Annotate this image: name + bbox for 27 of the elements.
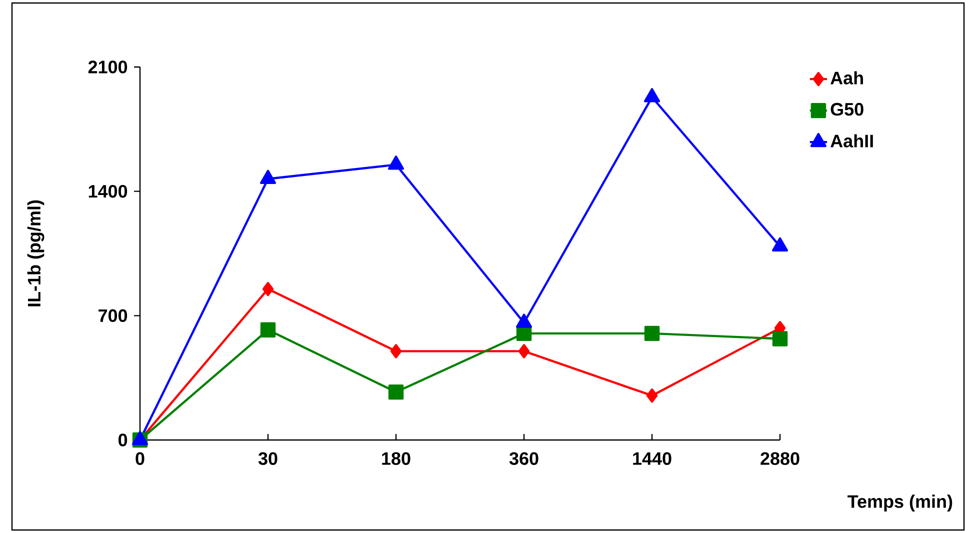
point — [518, 344, 530, 358]
y-tick-label: 0 — [118, 434, 128, 446]
point — [772, 331, 788, 346]
legend-label: Aah — [830, 71, 863, 84]
x-tick-label: 0 — [136, 452, 144, 465]
legend-label: G50 — [830, 102, 864, 116]
x-tick-label: 30 — [258, 452, 278, 465]
point — [388, 384, 404, 400]
point — [260, 170, 276, 184]
point — [646, 388, 658, 403]
point — [644, 326, 660, 342]
y-axis-title: IL-1b (pg/ml) — [27, 200, 44, 306]
point — [772, 237, 788, 252]
y-tick-label: 2100 — [88, 60, 128, 74]
x-tick-label: 1440 — [633, 452, 672, 465]
y-tick-label: 1400 — [88, 184, 128, 198]
point — [262, 282, 274, 296]
point — [390, 344, 402, 358]
x-tick-label: 180 — [382, 452, 410, 465]
point — [644, 88, 660, 102]
point — [260, 322, 276, 338]
legend-label: AahII — [830, 134, 873, 148]
x-tick-label: 360 — [509, 452, 538, 465]
point — [388, 156, 404, 170]
y-tick-label: 700 — [98, 309, 128, 322]
x-axis-title: Temps (min) — [848, 494, 952, 512]
x-tick-label: 2880 — [760, 452, 800, 465]
